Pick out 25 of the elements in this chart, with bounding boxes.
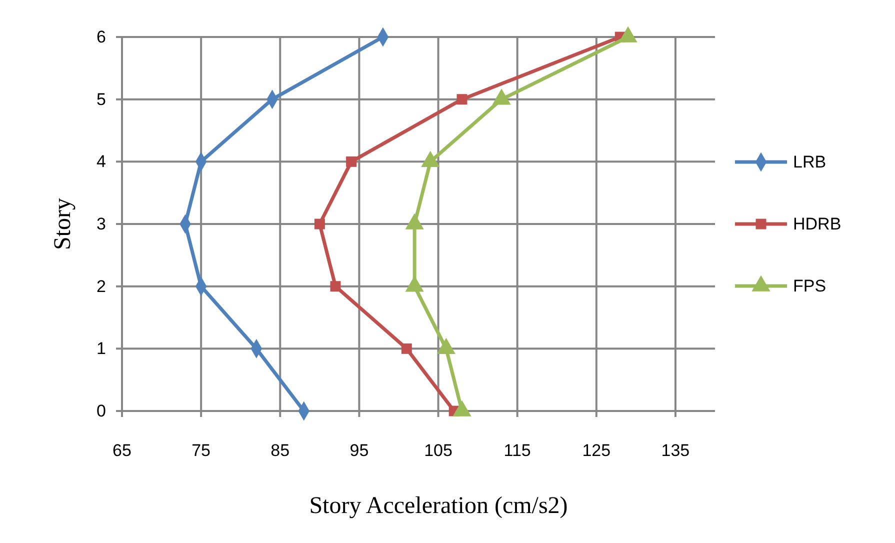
- y-tick-label: 1: [96, 339, 106, 358]
- y-tick-label: 6: [96, 28, 106, 46]
- y-axis-title: Story: [50, 198, 76, 250]
- point: [456, 94, 468, 105]
- legend-label: FPS: [793, 276, 826, 296]
- point: [346, 156, 357, 167]
- x-tick-label: 125: [582, 441, 611, 460]
- x-tick-label: 65: [112, 441, 132, 460]
- legend-label: HDRB: [793, 214, 842, 234]
- y-tick-label: 4: [96, 152, 106, 172]
- y-tick-label: 2: [96, 276, 106, 296]
- legend-label: LRB: [793, 152, 826, 172]
- x-tick-label: 75: [192, 441, 211, 460]
- point: [314, 218, 325, 230]
- x-tick-label: 135: [661, 441, 690, 460]
- point: [330, 281, 341, 292]
- y-tick-label: 0: [96, 402, 106, 420]
- y-tick-label: 5: [96, 90, 106, 109]
- point: [401, 343, 412, 354]
- y-tick-label: 3: [96, 214, 106, 234]
- x-axis-title: Story Acceleration (cm/s2): [309, 493, 568, 519]
- x-tick-label: 85: [270, 441, 290, 460]
- x-tick-label: 105: [424, 441, 452, 460]
- x-tick-label: 95: [350, 441, 369, 460]
- x-tick-label: 115: [504, 441, 531, 460]
